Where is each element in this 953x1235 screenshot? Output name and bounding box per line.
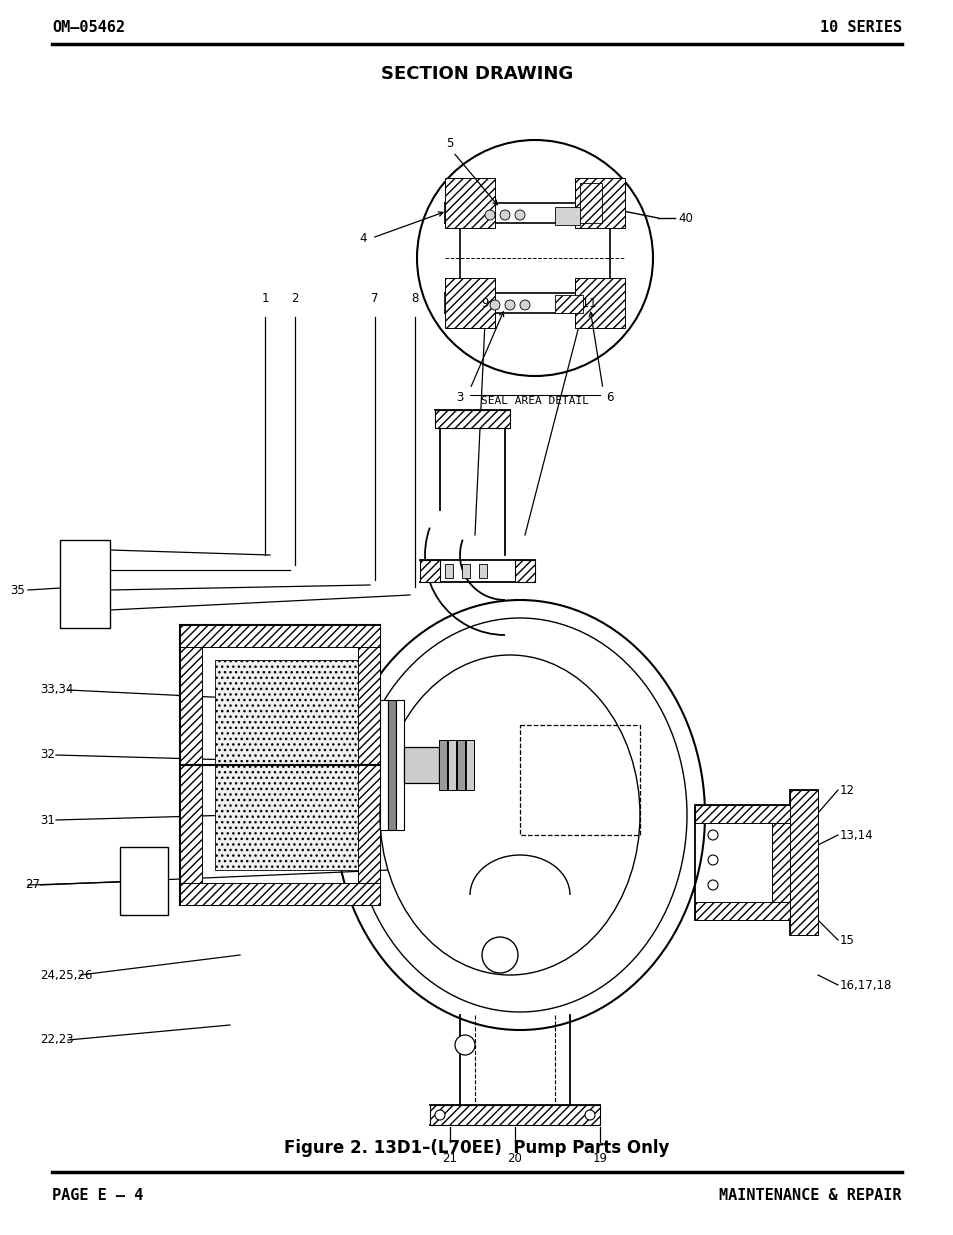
Circle shape (515, 210, 524, 220)
Bar (519, 725, 639, 835)
Text: 22,23: 22,23 (40, 1034, 73, 1046)
Text: SECTION DRAWING: SECTION DRAWING (380, 65, 573, 83)
Bar (120, 847, 168, 915)
Bar (214, 659, 357, 869)
Bar (579, 183, 601, 224)
Text: 36: 36 (66, 608, 80, 618)
Text: SEAL AREA DETAIL: SEAL AREA DETAIL (480, 396, 588, 406)
Text: PAGE E – 4: PAGE E – 4 (52, 1188, 143, 1203)
Bar (403, 747, 438, 783)
Text: 5: 5 (446, 137, 454, 149)
Bar (789, 790, 817, 935)
Bar (478, 564, 486, 578)
Circle shape (499, 210, 510, 220)
Ellipse shape (353, 618, 686, 1011)
Circle shape (455, 1035, 475, 1055)
Bar (444, 278, 495, 329)
Circle shape (504, 300, 515, 310)
Text: 10,11: 10,11 (562, 296, 597, 310)
Circle shape (481, 937, 517, 973)
Ellipse shape (379, 655, 639, 974)
Bar (695, 805, 789, 920)
Circle shape (707, 881, 718, 890)
Circle shape (584, 1110, 595, 1120)
Bar (456, 740, 464, 790)
Bar (435, 410, 510, 429)
Text: 3: 3 (456, 391, 463, 404)
Text: 38: 38 (66, 566, 80, 576)
Bar (771, 805, 789, 920)
Text: 32: 32 (40, 748, 55, 762)
Bar (789, 790, 817, 935)
Text: MAINTENANCE & REPAIR: MAINTENANCE & REPAIR (719, 1188, 901, 1203)
Text: 29: 29 (126, 872, 140, 882)
Bar (448, 740, 456, 790)
Bar (388, 700, 395, 830)
Text: OM–05462: OM–05462 (52, 21, 125, 36)
Bar (444, 178, 495, 228)
Bar (180, 883, 379, 905)
Bar (575, 178, 624, 228)
Bar (695, 805, 789, 823)
Text: 21: 21 (442, 1152, 457, 1165)
Bar (438, 740, 447, 790)
Text: 24,25,26: 24,25,26 (40, 968, 92, 982)
Text: 6: 6 (605, 391, 613, 404)
Bar (575, 278, 624, 329)
Bar (60, 540, 110, 629)
Circle shape (435, 1110, 444, 1120)
Circle shape (490, 300, 499, 310)
Text: 40: 40 (678, 211, 692, 225)
Text: 30: 30 (126, 852, 140, 862)
Text: 9: 9 (480, 296, 488, 310)
Bar (555, 207, 579, 225)
Text: 10 SERIES: 10 SERIES (819, 21, 901, 36)
Text: 8: 8 (411, 291, 418, 305)
Text: 15: 15 (840, 934, 854, 946)
Text: 4: 4 (359, 231, 367, 245)
Text: 19: 19 (592, 1152, 607, 1165)
Circle shape (707, 830, 718, 840)
Text: 7: 7 (371, 291, 378, 305)
Circle shape (484, 210, 495, 220)
Text: 1: 1 (261, 291, 269, 305)
Bar (357, 625, 379, 905)
Bar (379, 700, 388, 830)
Text: 33,34: 33,34 (40, 683, 73, 697)
Text: 37: 37 (66, 587, 80, 597)
Bar (515, 559, 535, 582)
Bar (395, 700, 403, 830)
Text: 13,14: 13,14 (840, 829, 873, 841)
Text: 16,17,18: 16,17,18 (840, 978, 891, 992)
Bar (180, 625, 379, 647)
Text: 28: 28 (126, 892, 140, 902)
Text: 35: 35 (10, 583, 25, 597)
Text: 12: 12 (840, 783, 854, 797)
Circle shape (519, 300, 530, 310)
Text: 39: 39 (66, 545, 80, 555)
Circle shape (707, 855, 718, 864)
Text: Figure 2. 13D1–(L70EE)  Pump Parts Only: Figure 2. 13D1–(L70EE) Pump Parts Only (284, 1139, 669, 1157)
Bar (444, 564, 453, 578)
Text: 27: 27 (25, 878, 40, 892)
Bar (461, 564, 470, 578)
Text: 31: 31 (40, 814, 55, 826)
Bar (465, 740, 474, 790)
Bar (430, 1105, 599, 1125)
Circle shape (416, 140, 652, 375)
Text: 2: 2 (291, 291, 298, 305)
Text: 20: 20 (507, 1152, 522, 1165)
Bar (695, 902, 789, 920)
Bar (419, 559, 439, 582)
Bar (180, 625, 202, 905)
Bar (555, 295, 582, 312)
